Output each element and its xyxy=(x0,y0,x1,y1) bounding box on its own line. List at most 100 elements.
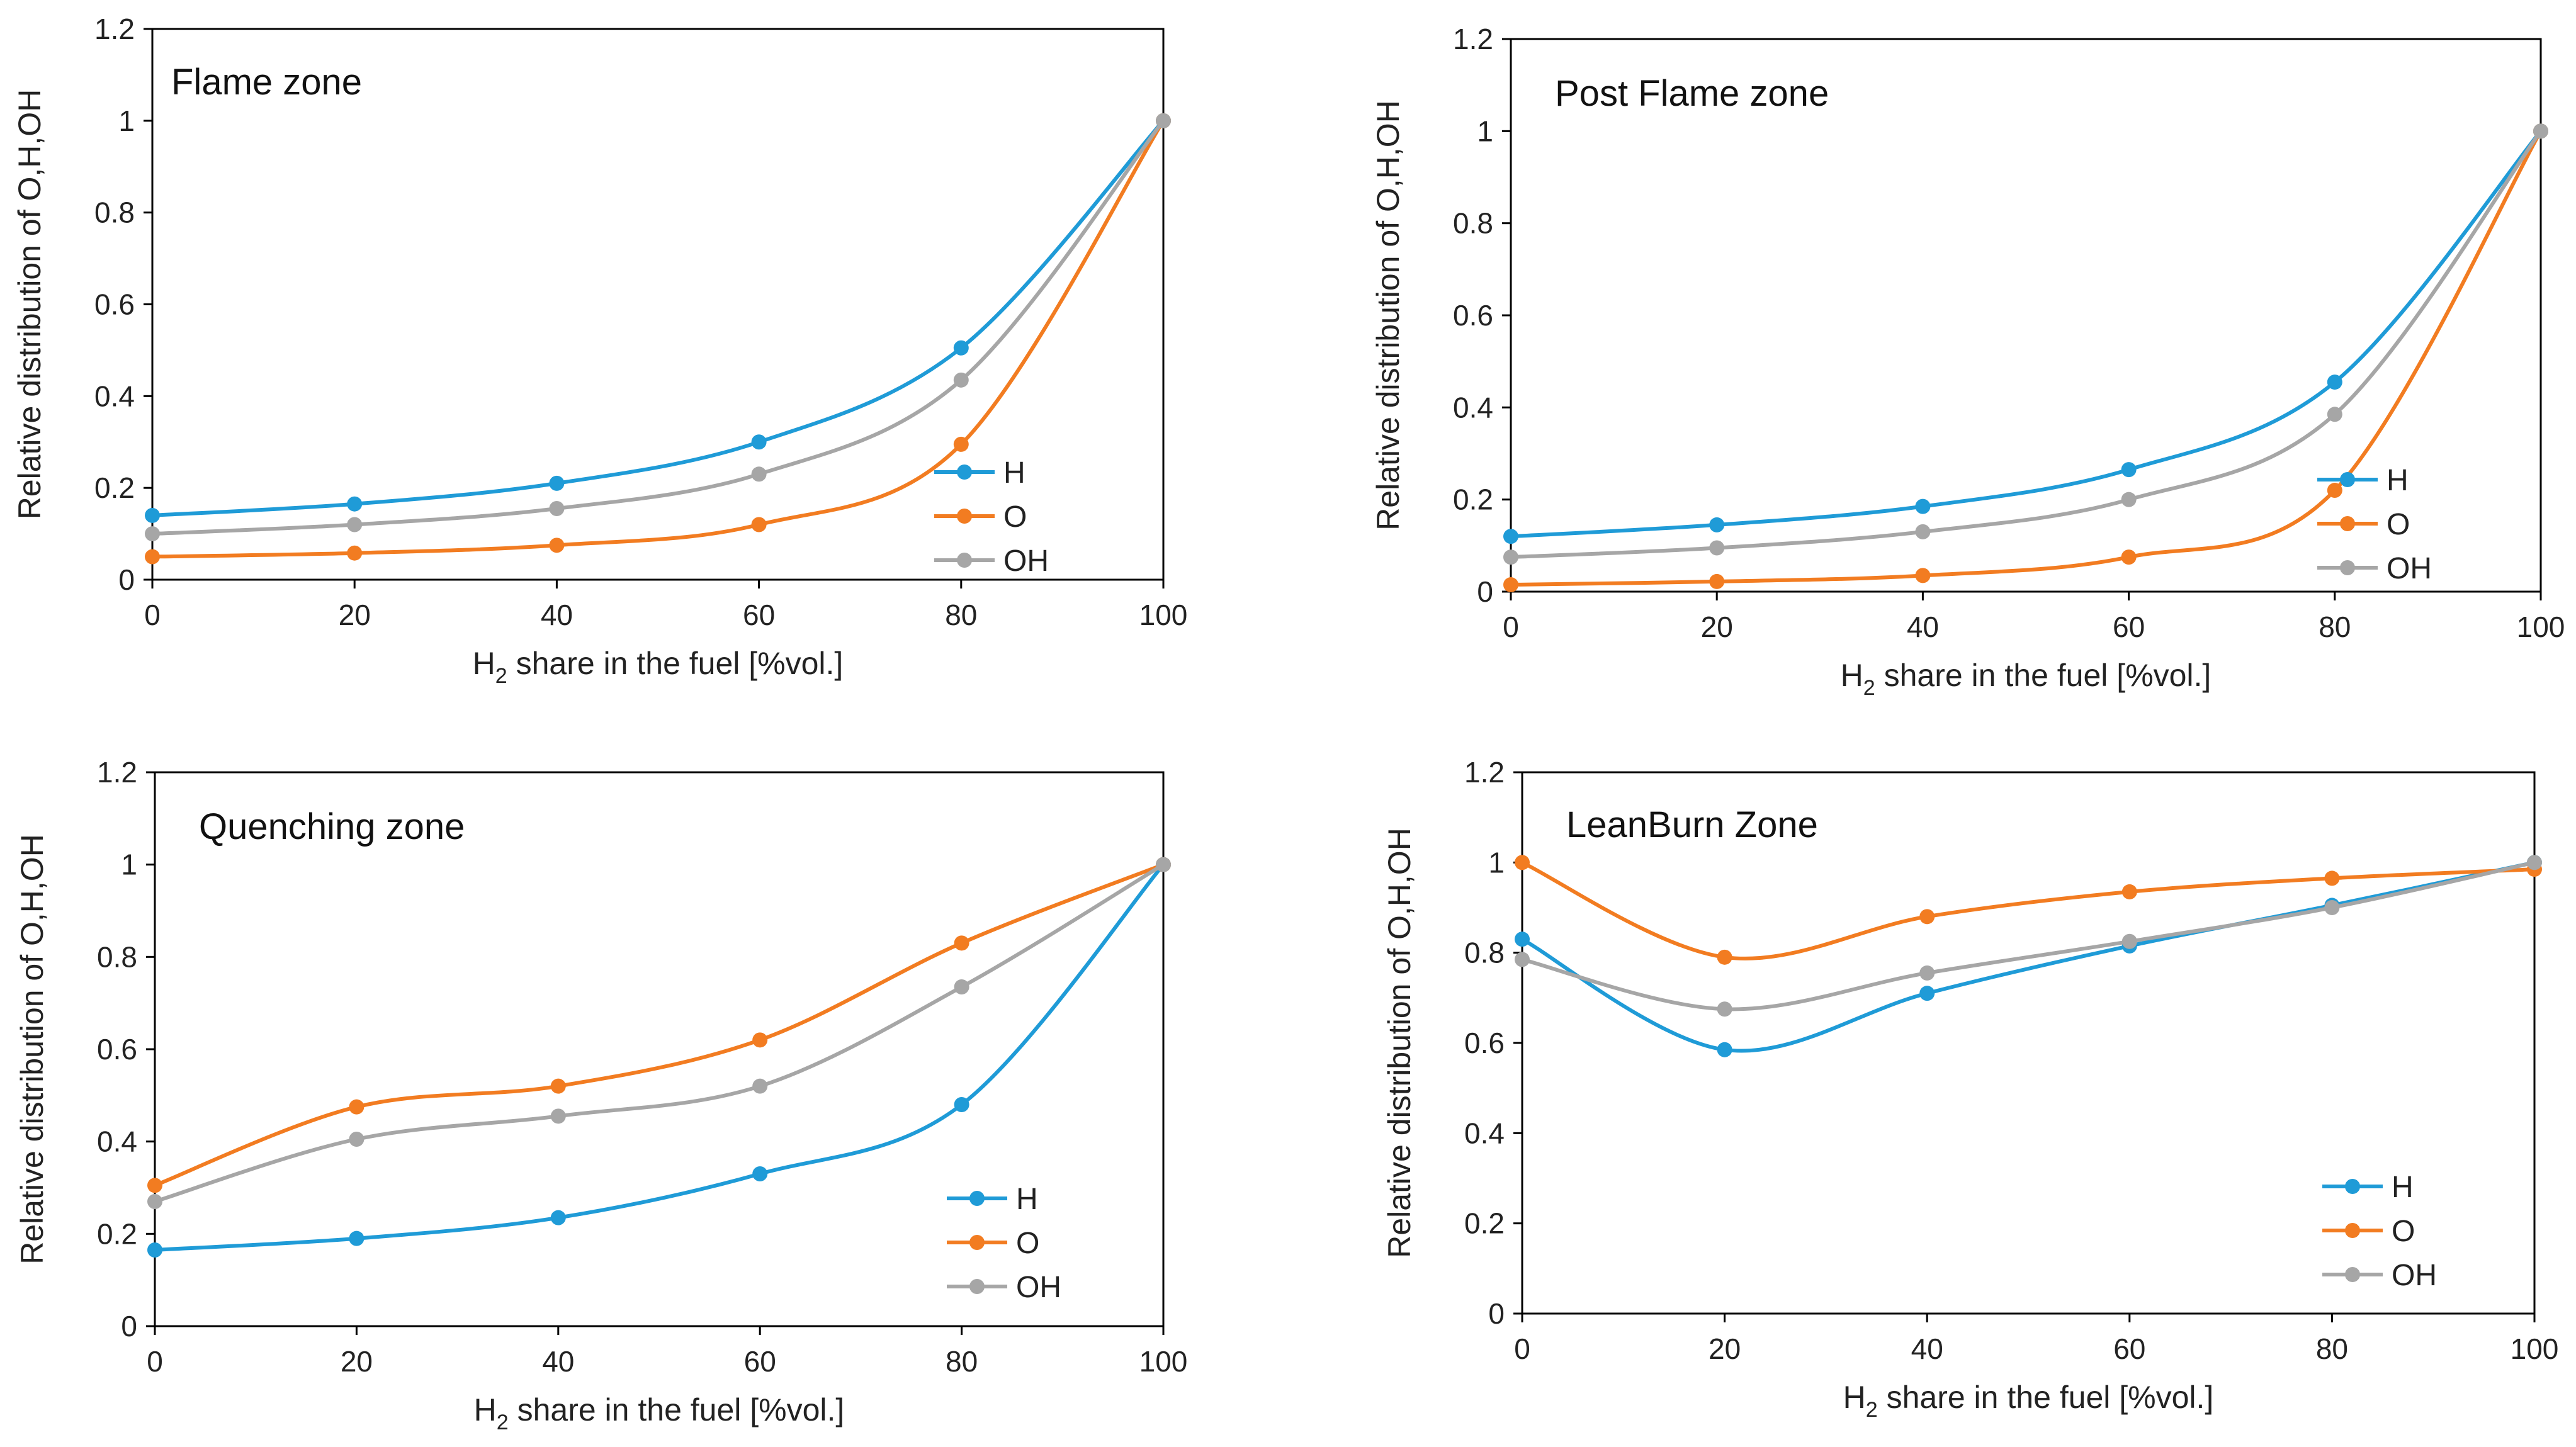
legend-label-h: H xyxy=(1016,1183,1038,1216)
x-tick-label: 60 xyxy=(2113,1332,2145,1365)
data-point-oh xyxy=(1156,857,1171,872)
data-point-h xyxy=(1515,932,1530,947)
x-tick-label: 40 xyxy=(542,1345,574,1378)
x-tick-label: 0 xyxy=(1503,611,1519,643)
data-point-oh xyxy=(1915,524,1931,539)
data-point-oh xyxy=(1515,952,1530,967)
y-tick-label: 1 xyxy=(121,848,137,881)
y-axis-title: Relative distribution of O,H,OH xyxy=(1370,100,1406,531)
x-tick-label: 0 xyxy=(1514,1332,1530,1365)
panel-title: Quenching zone xyxy=(199,806,465,847)
data-point-oh xyxy=(145,526,160,542)
legend-marker-oh xyxy=(2345,1267,2360,1282)
panel-title: Flame zone xyxy=(171,62,362,103)
x-axis-title-main: H xyxy=(473,646,495,681)
x-tick-label: 100 xyxy=(2517,611,2565,643)
data-point-h xyxy=(349,1230,364,1246)
data-point-h xyxy=(2121,462,2137,478)
data-point-h xyxy=(751,434,767,450)
x-tick-label: 40 xyxy=(1907,611,1939,643)
y-tick-label: 1.2 xyxy=(94,13,135,45)
data-point-oh xyxy=(349,1132,364,1147)
legend-label-oh: OH xyxy=(1003,544,1049,578)
data-point-o xyxy=(549,538,565,553)
data-point-o xyxy=(752,1032,768,1048)
data-point-oh xyxy=(550,1108,566,1124)
data-point-oh xyxy=(2327,407,2342,422)
x-tick-label: 60 xyxy=(744,1345,776,1378)
y-tick-label: 1.2 xyxy=(97,756,137,789)
x-axis-title: H2 share in the fuel [%vol.] xyxy=(1841,658,2212,700)
data-point-o xyxy=(147,1178,162,1193)
data-point-o xyxy=(347,545,363,561)
x-tick-label: 60 xyxy=(743,599,775,631)
y-tick-label: 0.6 xyxy=(94,288,135,321)
legend-marker-oh xyxy=(2340,560,2355,575)
data-point-oh xyxy=(2121,492,2137,507)
y-tick-label: 1 xyxy=(1477,115,1493,147)
y-tick-label: 1.2 xyxy=(1464,756,1505,789)
data-point-oh xyxy=(1717,1001,1732,1017)
data-point-h xyxy=(752,1166,768,1181)
data-point-oh xyxy=(1709,540,1725,556)
legend-marker-oh xyxy=(969,1279,985,1294)
data-point-o xyxy=(2324,870,2340,886)
y-tick-label: 1 xyxy=(1488,846,1505,879)
series-line-o xyxy=(152,120,1165,559)
x-tick-label: 80 xyxy=(2316,1332,2348,1365)
x-tick-label: 100 xyxy=(2511,1332,2559,1365)
x-tick-label: 20 xyxy=(341,1345,373,1378)
series-line-o xyxy=(1510,130,2543,587)
legend-label-o: O xyxy=(1003,500,1027,534)
legend-marker-o xyxy=(969,1235,985,1250)
series-line-h xyxy=(154,863,1165,1252)
data-point-h xyxy=(145,507,160,523)
data-point-o xyxy=(1515,855,1530,870)
y-tick-label: 0.2 xyxy=(94,471,135,504)
x-axis-title-subscript: 2 xyxy=(1866,1398,1878,1422)
x-tick-label: 20 xyxy=(1701,611,1733,643)
x-tick-label: 0 xyxy=(147,1345,163,1378)
panel-title: Post Flame zone xyxy=(1555,73,1829,114)
series-line-o xyxy=(154,862,1165,1188)
x-axis-title-main: H xyxy=(1841,658,1863,693)
y-tick-label: 0 xyxy=(121,1310,137,1343)
data-point-o xyxy=(2327,483,2342,498)
x-tick-label: 100 xyxy=(1139,599,1188,631)
data-point-h xyxy=(1717,1042,1732,1057)
legend-label-h: H xyxy=(2392,1171,2414,1204)
data-point-o xyxy=(751,517,767,532)
series-line-h xyxy=(152,119,1165,517)
legend-label-oh: OH xyxy=(2387,552,2432,585)
y-axis-title: Relative distribution of O,H,OH xyxy=(12,89,47,520)
y-tick-label: 0.4 xyxy=(1453,391,1493,424)
legend-label-h: H xyxy=(2387,464,2409,497)
x-tick-label: 20 xyxy=(1709,1332,1741,1365)
x-axis-title-rest: share in the fuel [%vol.] xyxy=(509,1392,845,1427)
series-line-oh xyxy=(152,119,1165,536)
data-point-h xyxy=(550,1210,566,1225)
y-tick-label: 0.2 xyxy=(1453,483,1493,516)
data-point-o xyxy=(954,935,969,951)
x-tick-label: 80 xyxy=(946,1345,978,1378)
x-tick-label: 40 xyxy=(541,599,573,631)
x-tick-label: 80 xyxy=(945,599,977,631)
legend-marker-h xyxy=(957,465,972,480)
series-line-o xyxy=(1521,860,2535,960)
data-point-o xyxy=(2121,884,2137,899)
data-point-h xyxy=(1919,986,1935,1001)
legend-label-h: H xyxy=(1003,456,1025,490)
data-point-o xyxy=(145,549,160,565)
y-tick-label: 0.8 xyxy=(1453,207,1493,240)
data-point-h xyxy=(1503,529,1518,544)
x-axis-title: H2 share in the fuel [%vol.] xyxy=(473,646,844,688)
series-line-h xyxy=(1510,130,2543,539)
data-point-h xyxy=(549,475,565,491)
legend-marker-oh xyxy=(957,553,972,568)
data-point-h xyxy=(2327,374,2342,390)
legend-marker-o xyxy=(2345,1223,2360,1238)
